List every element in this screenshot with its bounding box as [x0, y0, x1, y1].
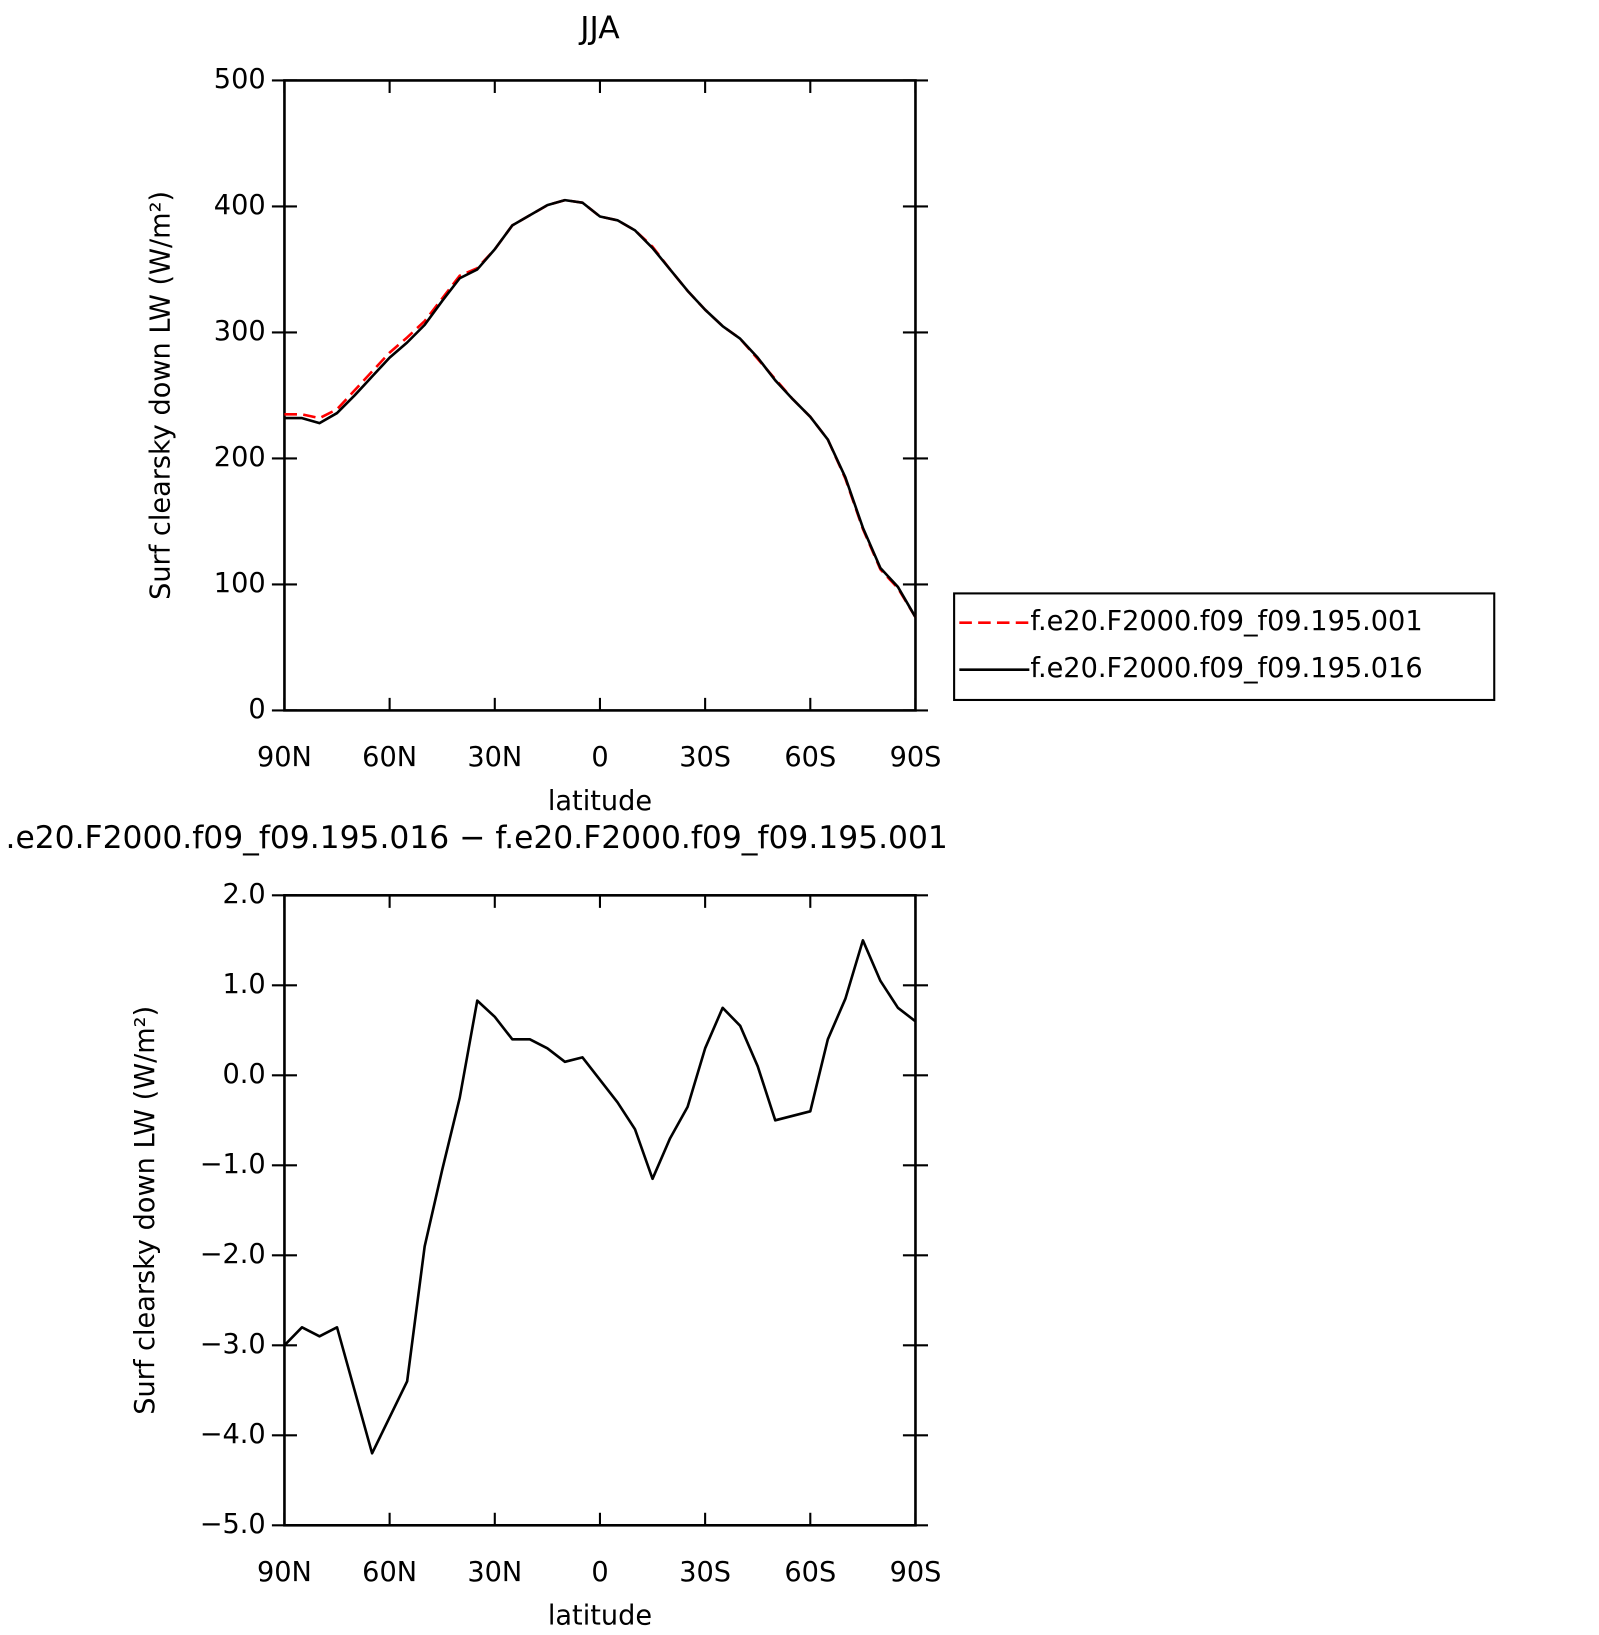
x-tick-label: 90N [257, 742, 312, 773]
y-tick-label: 2.0 [222, 879, 265, 910]
y-tick-label: 1.0 [222, 969, 265, 1000]
data-line [283, 939, 917, 1455]
x-axis-label: latitude [548, 1601, 652, 1632]
x-tick-label: 60N [362, 742, 417, 773]
data-line [284, 198, 917, 618]
x-tick-label: 60S [784, 742, 836, 773]
x-tick-label: 30S [679, 742, 731, 773]
y-tick-label: 0.0 [222, 1059, 265, 1090]
y-tick-label: 0 [248, 694, 265, 725]
y-tick-label: 100 [214, 568, 266, 599]
x-tick-label: 30S [679, 1557, 731, 1588]
y-tick-label: 400 [214, 190, 266, 221]
y-axis-label: Surf clearsky down LW (W/m²) [146, 191, 177, 600]
y-tick-label: 300 [214, 316, 266, 347]
y-axis-label: Surf clearsky down LW (W/m²) [130, 1006, 161, 1415]
chart-title: JJA [578, 10, 620, 46]
x-tick-label: 30N [467, 1557, 522, 1588]
y-tick-label: −3.0 [200, 1329, 266, 1360]
data-line [284, 198, 917, 618]
legend-label: f.e20.F2000.f09_f09.195.016 [1030, 653, 1422, 684]
y-tick-label: 500 [214, 64, 266, 95]
x-tick-label: 60S [784, 1557, 836, 1588]
y-tick-label: −2.0 [200, 1239, 266, 1270]
chart-title: .e20.F2000.f09_f09.195.016 − f.e20.F2000… [6, 820, 948, 856]
plot-frame [283, 894, 917, 1527]
x-tick-label: 60N [362, 1557, 417, 1588]
x-axis-label: latitude [548, 786, 652, 817]
y-tick-label: −5.0 [200, 1509, 266, 1540]
x-tick-label: 90S [890, 742, 942, 773]
plot-frame [283, 79, 917, 712]
x-tick-label: 30N [467, 742, 522, 773]
y-tick-label: −1.0 [200, 1149, 266, 1180]
x-tick-label: 90S [890, 1557, 942, 1588]
x-tick-label: 0 [591, 1557, 608, 1588]
y-tick-label: 200 [214, 442, 266, 473]
x-tick-label: 90N [257, 1557, 312, 1588]
legend-label: f.e20.F2000.f09_f09.195.001 [1030, 606, 1422, 637]
y-tick-label: −4.0 [200, 1419, 266, 1450]
x-tick-label: 0 [591, 742, 608, 773]
legend-box [953, 592, 1496, 702]
